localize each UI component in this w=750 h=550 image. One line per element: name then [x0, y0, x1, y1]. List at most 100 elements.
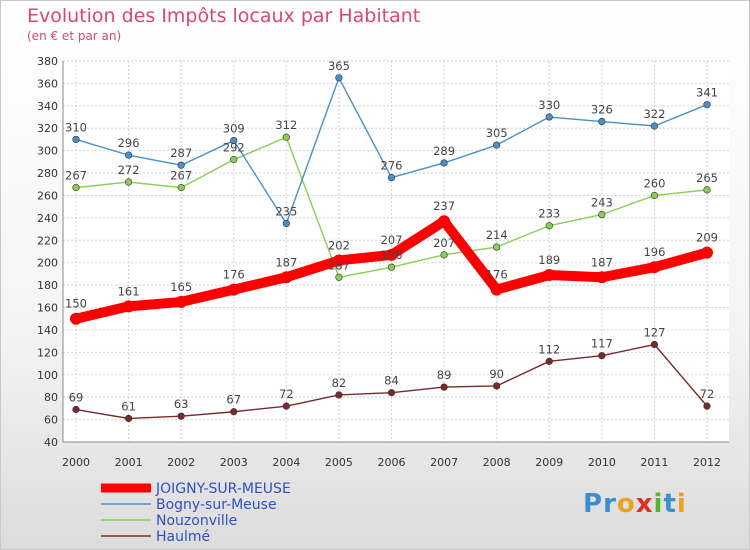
- data-label: 207: [433, 236, 455, 250]
- data-point: [72, 135, 80, 144]
- data-label: 89: [437, 368, 452, 382]
- data-label: 207: [381, 233, 403, 247]
- y-tick-label: 40: [44, 436, 58, 449]
- data-label: 90: [489, 367, 504, 381]
- data-label: 82: [332, 376, 347, 390]
- data-point: [227, 283, 240, 296]
- data-label: 72: [700, 387, 715, 401]
- data-label: 69: [69, 391, 84, 405]
- data-label: 117: [591, 337, 613, 351]
- data-point: [282, 133, 290, 141]
- data-label: 63: [174, 397, 189, 411]
- data-point: [332, 254, 345, 267]
- data-point: [175, 295, 188, 308]
- data-point: [387, 173, 396, 182]
- data-label: 233: [538, 207, 560, 221]
- data-label: 305: [486, 126, 508, 140]
- data-label: 196: [381, 248, 403, 262]
- y-tick-label: 80: [44, 391, 58, 404]
- y-tick-label: 200: [37, 257, 58, 270]
- y-tick-label: 260: [37, 189, 58, 202]
- data-label: 296: [118, 136, 140, 150]
- data-point: [387, 389, 396, 397]
- y-tick-label: 120: [37, 346, 58, 359]
- y-tick-label: 180: [37, 279, 58, 292]
- data-point: [490, 283, 503, 296]
- y-tick-label: 140: [37, 324, 58, 337]
- x-tick-label: 2010: [588, 456, 616, 469]
- data-point: [440, 251, 448, 259]
- data-label: 72: [279, 387, 294, 401]
- proxiti-logo: Proxiti: [583, 489, 687, 519]
- data-point: [387, 263, 396, 271]
- y-tick-label: 60: [44, 414, 58, 427]
- x-tick-label: 2007: [430, 456, 458, 469]
- data-point: [703, 186, 711, 194]
- data-label: 202: [328, 238, 350, 252]
- data-point: [177, 161, 185, 169]
- data-point: [335, 273, 343, 281]
- y-tick-label: 100: [37, 369, 58, 382]
- y-tick-label: 320: [37, 122, 58, 135]
- x-tick-label: 2002: [167, 456, 195, 469]
- x-tick-label: 2009: [535, 456, 563, 469]
- y-tick-label: 160: [37, 302, 58, 315]
- data-label: 267: [65, 169, 87, 183]
- x-tick-label: 2004: [272, 456, 300, 469]
- data-point: [545, 222, 553, 230]
- data-label: 287: [170, 146, 192, 160]
- data-label: 312: [275, 118, 297, 132]
- data-label: 161: [118, 284, 140, 298]
- data-label: 176: [486, 268, 508, 282]
- data-label: 189: [538, 253, 560, 267]
- data-point: [124, 414, 133, 423]
- y-tick-label: 280: [37, 167, 58, 180]
- data-label: 326: [591, 103, 613, 117]
- data-point: [385, 248, 398, 261]
- data-point: [703, 402, 711, 410]
- data-label: 272: [118, 163, 140, 177]
- data-point: [493, 243, 501, 251]
- data-label: 187: [275, 255, 297, 269]
- x-tick-label: 2011: [640, 456, 668, 469]
- data-point: [230, 408, 238, 416]
- data-label: 267: [170, 169, 192, 183]
- legend-label: Nouzonville: [156, 513, 237, 529]
- data-label: 260: [643, 176, 665, 190]
- data-point: [598, 117, 606, 126]
- data-label: 209: [696, 231, 718, 245]
- data-label: 127: [643, 326, 665, 340]
- data-point: [650, 340, 659, 349]
- data-label: 310: [65, 120, 87, 134]
- data-point: [230, 156, 238, 164]
- data-point: [701, 246, 713, 259]
- data-point: [650, 191, 659, 200]
- data-point: [282, 402, 290, 410]
- data-point: [648, 261, 661, 274]
- data-label: 187: [591, 255, 613, 269]
- data-point: [230, 136, 238, 145]
- data-label: 150: [65, 297, 87, 311]
- data-point: [280, 271, 293, 284]
- data-label: 330: [538, 98, 560, 112]
- data-point: [282, 219, 290, 228]
- data-label: 84: [384, 374, 399, 388]
- data-point: [72, 184, 80, 192]
- x-tick-label: 2003: [220, 456, 248, 469]
- y-tick-label: 240: [37, 212, 58, 225]
- data-point: [543, 269, 556, 282]
- data-label: 196: [643, 245, 665, 259]
- data-label: 214: [486, 228, 508, 242]
- x-tick-label: 2005: [325, 456, 353, 469]
- data-label: 292: [223, 141, 245, 155]
- data-point: [335, 391, 343, 399]
- legend-label: Haulmé: [156, 529, 210, 545]
- data-label: 289: [433, 144, 455, 158]
- x-tick-label: 2006: [378, 456, 406, 469]
- data-label: 61: [121, 399, 136, 413]
- data-label: 165: [170, 280, 192, 294]
- data-label: 243: [591, 196, 613, 210]
- data-label: 341: [696, 86, 718, 100]
- y-tick-label: 340: [37, 100, 58, 113]
